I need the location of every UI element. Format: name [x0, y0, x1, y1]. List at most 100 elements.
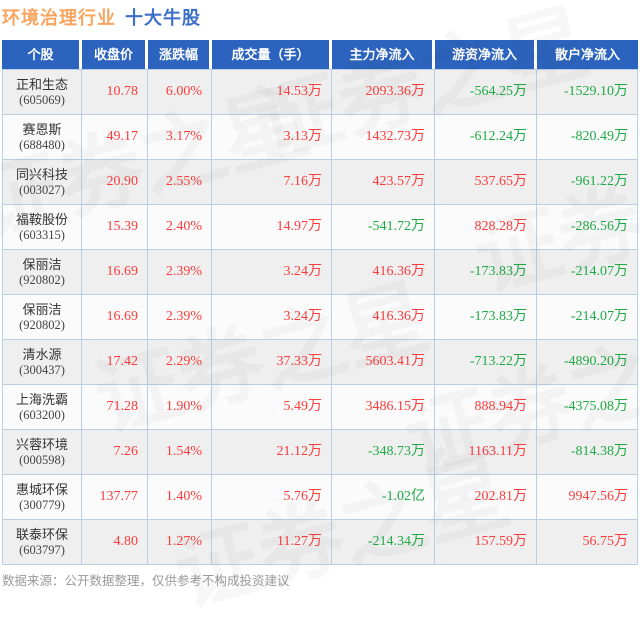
- main-inflow-cell: 416.36万: [332, 250, 435, 295]
- volume-cell: 5.76万: [212, 475, 332, 520]
- change-pct-cell: 1.27%: [148, 520, 212, 565]
- table-row: 惠城环保 (300779) 137.77 1.40% 5.76万 -1.02亿 202.81…: [2, 475, 638, 520]
- change-pct-cell: 6.00%: [148, 70, 212, 115]
- header-volume: 成交量（手）: [212, 40, 332, 69]
- table-row: 保丽洁 (920802) 16.69 2.39% 3.24万 416.36万 -173.83…: [2, 295, 638, 340]
- title-suffix: 十大牛股: [125, 8, 201, 28]
- header-change-pct: 涨跌幅: [148, 40, 212, 69]
- table-row: 兴蓉环境 (000598) 7.26 1.54% 21.12万 -348.73万 1163.…: [2, 430, 638, 475]
- close-price-cell: 15.39: [82, 205, 148, 250]
- table-row: 上海洗霸 (603200) 71.28 1.90% 5.49万 3486.15万 888.9…: [2, 385, 638, 430]
- stock-name: 上海洗霸: [15, 391, 68, 407]
- stock-cell: 联泰环保 (603797): [2, 520, 82, 565]
- stock-name: 赛恩斯: [22, 121, 62, 137]
- main-inflow-cell: -1.02亿: [332, 475, 435, 520]
- stock-cell: 同兴科技 (003027): [2, 160, 82, 205]
- stock-code: (603200): [19, 407, 65, 422]
- volume-cell: 11.27万: [212, 520, 332, 565]
- retail-inflow-cell: -961.22万: [537, 160, 638, 205]
- table-row: 正和生态 (605069) 10.78 6.00% 14.53万 2093.36万 -564…: [2, 70, 638, 115]
- hot-money-cell: 828.28万: [435, 205, 537, 250]
- stock-cell: 兴蓉环境 (000598): [2, 430, 82, 475]
- hot-money-cell: 157.59万: [435, 520, 537, 565]
- header-main-inflow: 主力净流入: [332, 40, 435, 69]
- change-pct-cell: 2.29%: [148, 340, 212, 385]
- stock-name: 同兴科技: [15, 166, 68, 182]
- stock-name: 联泰环保: [15, 526, 68, 542]
- stock-name: 正和生态: [15, 76, 68, 92]
- main-inflow-cell: 5603.41万: [332, 340, 435, 385]
- retail-inflow-cell: -1529.10万: [537, 70, 638, 115]
- stock-name: 清水源: [22, 346, 62, 362]
- hot-money-cell: -564.25万: [435, 70, 537, 115]
- main-inflow-cell: 3486.15万: [332, 385, 435, 430]
- table-header-row: 个股 收盘价 涨跌幅 成交量（手） 主力净流入 游资净流入 散户净流入: [2, 40, 638, 69]
- volume-cell: 3.24万: [212, 250, 332, 295]
- stock-name: 保丽洁: [22, 301, 62, 317]
- header-hot-money: 游资净流入: [435, 40, 537, 69]
- table-row: 保丽洁 (920802) 16.69 2.39% 3.24万 416.36万 -173.83…: [2, 250, 638, 295]
- volume-cell: 37.33万: [212, 340, 332, 385]
- volume-cell: 14.53万: [212, 70, 332, 115]
- stock-cell: 清水源 (300437): [2, 340, 82, 385]
- volume-cell: 14.97万: [212, 205, 332, 250]
- stock-code: (300779): [19, 497, 65, 512]
- retail-inflow-cell: -820.49万: [537, 115, 638, 160]
- volume-cell: 7.16万: [212, 160, 332, 205]
- stock-code: (300437): [19, 362, 65, 377]
- stock-cell: 赛恩斯 (688480): [2, 115, 82, 160]
- close-price-cell: 7.26: [82, 430, 148, 475]
- stock-cell: 正和生态 (605069): [2, 70, 82, 115]
- stock-name: 保丽洁: [22, 256, 62, 272]
- main-inflow-cell: 423.57万: [332, 160, 435, 205]
- stock-code: (688480): [19, 137, 65, 152]
- close-price-cell: 49.17: [82, 115, 148, 160]
- change-pct-cell: 2.39%: [148, 295, 212, 340]
- stock-code: (920802): [19, 272, 65, 287]
- close-price-cell: 16.69: [82, 295, 148, 340]
- stock-code: (000598): [19, 452, 65, 467]
- hot-money-cell: 537.65万: [435, 160, 537, 205]
- page-title: 环境治理行业 十大牛股: [2, 4, 201, 30]
- stock-code: (920802): [19, 317, 65, 332]
- main-inflow-cell: 2093.36万: [332, 70, 435, 115]
- title-industry: 环境治理行业: [2, 8, 116, 28]
- main-inflow-cell: -348.73万: [332, 430, 435, 475]
- stock-code: (603315): [19, 227, 65, 242]
- retail-inflow-cell: 56.75万: [537, 520, 638, 565]
- main-inflow-cell: 416.36万: [332, 295, 435, 340]
- hot-money-cell: -173.83万: [435, 250, 537, 295]
- table-row: 同兴科技 (003027) 20.90 2.55% 7.16万 423.57万 537.65…: [2, 160, 638, 205]
- main-inflow-cell: -214.34万: [332, 520, 435, 565]
- hot-money-cell: 202.81万: [435, 475, 537, 520]
- stock-code: (603797): [19, 542, 65, 557]
- header-retail-inflow: 散户净流入: [537, 40, 638, 69]
- stock-cell: 惠城环保 (300779): [2, 475, 82, 520]
- close-price-cell: 71.28: [82, 385, 148, 430]
- header-stock: 个股: [2, 40, 82, 69]
- stock-table: 个股 收盘价 涨跌幅 成交量（手） 主力净流入 游资净流入 散户净流入 正和生态…: [2, 40, 638, 565]
- stock-cell: 上海洗霸 (603200): [2, 385, 82, 430]
- data-source-note: 数据来源：公开数据整理，仅供参考不构成投资建议: [2, 574, 290, 588]
- retail-inflow-cell: -4375.08万: [537, 385, 638, 430]
- change-pct-cell: 1.54%: [148, 430, 212, 475]
- change-pct-cell: 2.39%: [148, 250, 212, 295]
- close-price-cell: 4.80: [82, 520, 148, 565]
- header-close-price: 收盘价: [82, 40, 148, 69]
- change-pct-cell: 1.40%: [148, 475, 212, 520]
- close-price-cell: 17.42: [82, 340, 148, 385]
- stock-cell: 保丽洁 (920802): [2, 250, 82, 295]
- hot-money-cell: 888.94万: [435, 385, 537, 430]
- change-pct-cell: 3.17%: [148, 115, 212, 160]
- stock-name: 惠城环保: [15, 481, 68, 497]
- stock-name: 福鞍股份: [15, 211, 68, 227]
- main-inflow-cell: -541.72万: [332, 205, 435, 250]
- retail-inflow-cell: 9947.56万: [537, 475, 638, 520]
- stock-code: (605069): [19, 92, 65, 107]
- change-pct-cell: 2.40%: [148, 205, 212, 250]
- stock-name: 兴蓉环境: [15, 436, 68, 452]
- volume-cell: 3.13万: [212, 115, 332, 160]
- close-price-cell: 16.69: [82, 250, 148, 295]
- main-inflow-cell: 1432.73万: [332, 115, 435, 160]
- hot-money-cell: -612.24万: [435, 115, 537, 160]
